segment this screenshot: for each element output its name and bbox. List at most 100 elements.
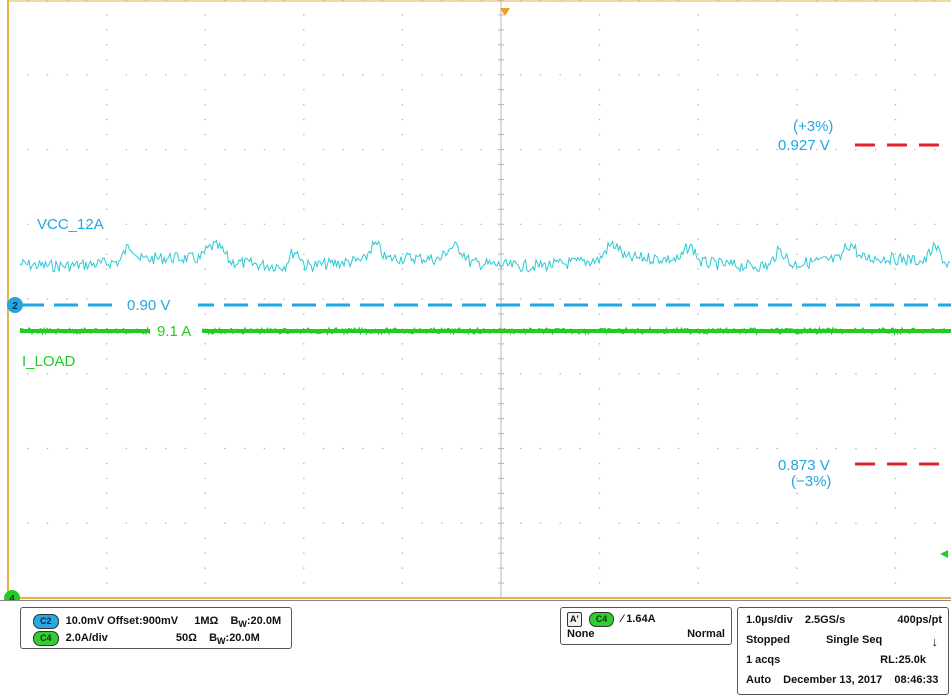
- grid-dot: [657, 522, 660, 525]
- grid-dot: [303, 178, 305, 181]
- grid-dot: [105, 417, 108, 420]
- grid-dot: [164, 148, 167, 151]
- grid-dot: [105, 178, 108, 181]
- grid-dot: [204, 537, 206, 539]
- grid-dot: [815, 298, 818, 300]
- grid-dot: [618, 223, 621, 226]
- grid-dot: [697, 103, 699, 106]
- ch4-marker-icon[interactable]: 4: [4, 590, 20, 600]
- grid-dot: [263, 522, 266, 525]
- grid-dot: [736, 447, 739, 450]
- grid-dot: [776, 73, 778, 76]
- grid-dot: [322, 73, 325, 76]
- grid-dot: [125, 223, 128, 226]
- ch2-bandwidth-b: B: [230, 615, 239, 627]
- grid-dot: [539, 148, 542, 151]
- upper-pct-label: (+3%): [793, 118, 833, 135]
- grid-dot: [303, 462, 305, 465]
- grid-dot: [342, 372, 345, 375]
- trigger-source-badge[interactable]: C4: [588, 612, 615, 627]
- grid-dot: [894, 402, 897, 405]
- grid-dot: [598, 133, 601, 136]
- grid-dot: [855, 372, 857, 375]
- grid-dot: [243, 298, 246, 300]
- grid-dot: [796, 582, 798, 584]
- acquisition-panel[interactable]: 1.0µs/div 2.5GS/s 400ps/pt Stopped Singl…: [737, 607, 949, 695]
- ch4-settings-row[interactable]: C4 2.0A/div 50Ω BW:20.0M: [33, 631, 260, 646]
- grid-dot: [796, 14, 798, 16]
- grid-dot: [204, 268, 206, 270]
- grid-dot: [717, 73, 719, 76]
- grid-dot: [401, 118, 404, 121]
- grid-dot: [657, 148, 660, 151]
- ch2-settings-row[interactable]: C2 10.0mV Offset:900mV 1MΩ BW:20.0M: [33, 614, 281, 629]
- grid-dot: [480, 447, 483, 450]
- ch2-bandwidth-sub: W: [238, 619, 247, 630]
- grid-dot: [105, 358, 108, 360]
- grid-dot: [934, 148, 936, 151]
- grid-dot: [342, 148, 345, 151]
- grid-dot: [717, 447, 719, 450]
- grid-dot: [105, 88, 108, 91]
- grid-dot: [519, 522, 522, 525]
- ch2-marker-icon[interactable]: 2: [7, 297, 23, 313]
- grid-dot: [105, 552, 108, 554]
- grid-dot: [204, 417, 206, 420]
- grid-dot: [105, 29, 108, 31]
- lower-pct-label: (−3%): [791, 473, 831, 490]
- grid-dot: [598, 88, 601, 91]
- grid-dot: [362, 73, 364, 76]
- grid-dot: [914, 522, 916, 525]
- ch4-offscreen-arrow-icon: [940, 550, 948, 558]
- grid-dot: [539, 372, 542, 375]
- grid-dot: [677, 73, 680, 76]
- grid-dot: [401, 178, 404, 181]
- grid-dot: [835, 298, 838, 300]
- grid-dot: [46, 298, 49, 300]
- grid-dot: [598, 402, 601, 405]
- grid-dot: [776, 298, 778, 300]
- grid-dot: [421, 447, 423, 450]
- grid-dot: [717, 223, 719, 226]
- grid-dot: [835, 522, 838, 525]
- grid-dot: [796, 59, 798, 61]
- grid-dot: [697, 268, 699, 270]
- grid-dot: [697, 208, 699, 211]
- grid-dot: [105, 253, 108, 255]
- grid-dot: [125, 522, 128, 525]
- grid-dot: [894, 582, 897, 584]
- grid-dot: [776, 372, 778, 375]
- grid-dot: [835, 372, 838, 375]
- grid-dot: [263, 148, 266, 151]
- grid-dot: [598, 477, 601, 480]
- grid-dot: [105, 537, 108, 539]
- grid-dot: [145, 73, 147, 76]
- grid-dot: [874, 522, 877, 525]
- grid-dot: [697, 477, 699, 480]
- grid-dot: [401, 268, 404, 270]
- grid-dot: [480, 298, 483, 300]
- grid-dot: [657, 223, 660, 226]
- vcc-12a-trace: [19, 239, 951, 273]
- grid-dot: [894, 29, 897, 31]
- grid-dot: [598, 103, 601, 106]
- grid-dot: [283, 148, 285, 151]
- ch2-badge[interactable]: C2: [33, 614, 59, 629]
- grid-dot: [677, 447, 680, 450]
- load-current-label: 9.1 A: [157, 323, 191, 340]
- grid-dot: [401, 477, 404, 480]
- grid-dot: [204, 88, 206, 91]
- grid-dot: [460, 298, 463, 300]
- grid-dot: [204, 163, 206, 166]
- grid-dot: [224, 223, 226, 226]
- acq-row-3: 1 acqs RL:25.0k: [746, 654, 942, 666]
- grid-dot: [362, 298, 364, 300]
- grid-dot: [381, 148, 384, 151]
- trigger-panel[interactable]: A' C4 ⁄ 1.64A None Normal: [560, 607, 732, 645]
- grid-dot: [874, 73, 877, 76]
- grid-dot: [46, 522, 49, 525]
- grid-dot: [579, 148, 581, 151]
- grid-dot: [894, 477, 897, 480]
- ch4-badge[interactable]: C4: [33, 631, 59, 646]
- grid-dot: [796, 29, 798, 31]
